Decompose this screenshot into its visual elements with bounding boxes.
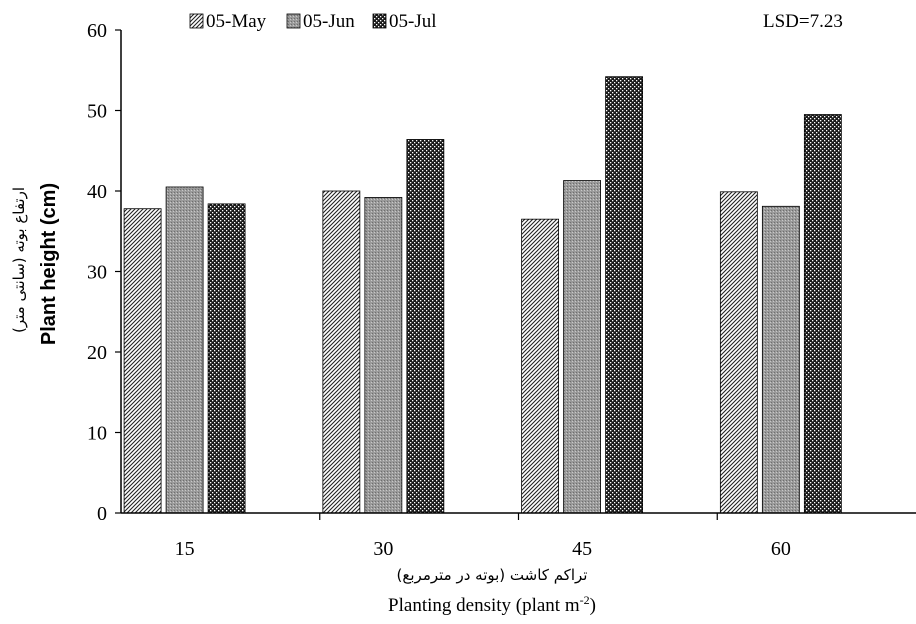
y-tick-label: 40 [87,181,107,203]
x-axis-label: Planting density (plant m-2) [388,593,596,616]
legend: 05-May 05-Jun 05-Jul [189,11,437,32]
x-axis-label-persian: تراکم کاشت (بوته در مترمربع) [397,566,588,584]
x-tick-label: 30 [373,538,393,560]
bar-05-jun-45 [563,180,601,514]
x-axis-label-close: ) [590,595,596,616]
x-tick-label: 60 [771,538,791,560]
bar-05-jul-45 [605,76,643,514]
x-axis-label-main: Planting density (plant m [388,595,580,616]
legend-swatch-05-may [189,13,204,29]
bar-05-jul-60 [803,114,842,514]
y-axis-label-persian: ارتفاع بوته (سانتی متر) [10,187,28,333]
lsd-annotation: LSD=7.23 [763,11,843,32]
y-axis-label: Plant height (cm) [38,183,60,345]
bar-05-may-15 [123,208,162,514]
bar-05-jun-60 [761,205,800,514]
legend-swatch-05-jul [372,13,387,29]
y-tick-label: 30 [87,262,107,284]
bar-05-may-45 [521,218,559,514]
y-tick-label: 20 [87,342,107,364]
y-tick-label: 60 [87,20,107,42]
x-tick-label: 45 [572,538,592,560]
legend-label-05-jun: 05-Jun [303,11,355,32]
legend-label-05-jul: 05-Jul [389,11,437,32]
x-tick-label: 15 [175,538,195,560]
legend-label-05-may: 05-May [206,11,267,32]
bar-05-jun-15 [165,186,204,514]
y-tick-label: 50 [87,101,107,123]
bar-05-jun-30 [364,197,403,514]
bar-05-may-60 [719,191,758,514]
bars [123,76,842,514]
x-axis-label-exponent: -2 [580,593,590,607]
y-axis-ticks: 0 10 20 30 40 50 60 [87,20,121,525]
bar-05-may-30 [322,190,361,514]
bar-05-jul-15 [207,203,246,514]
y-tick-label: 10 [87,423,107,445]
bar-05-jul-30 [406,139,445,514]
x-axis-ticks: 15 30 45 60 [175,513,791,560]
legend-swatch-05-jun [286,13,301,29]
y-tick-label: 0 [97,503,107,525]
